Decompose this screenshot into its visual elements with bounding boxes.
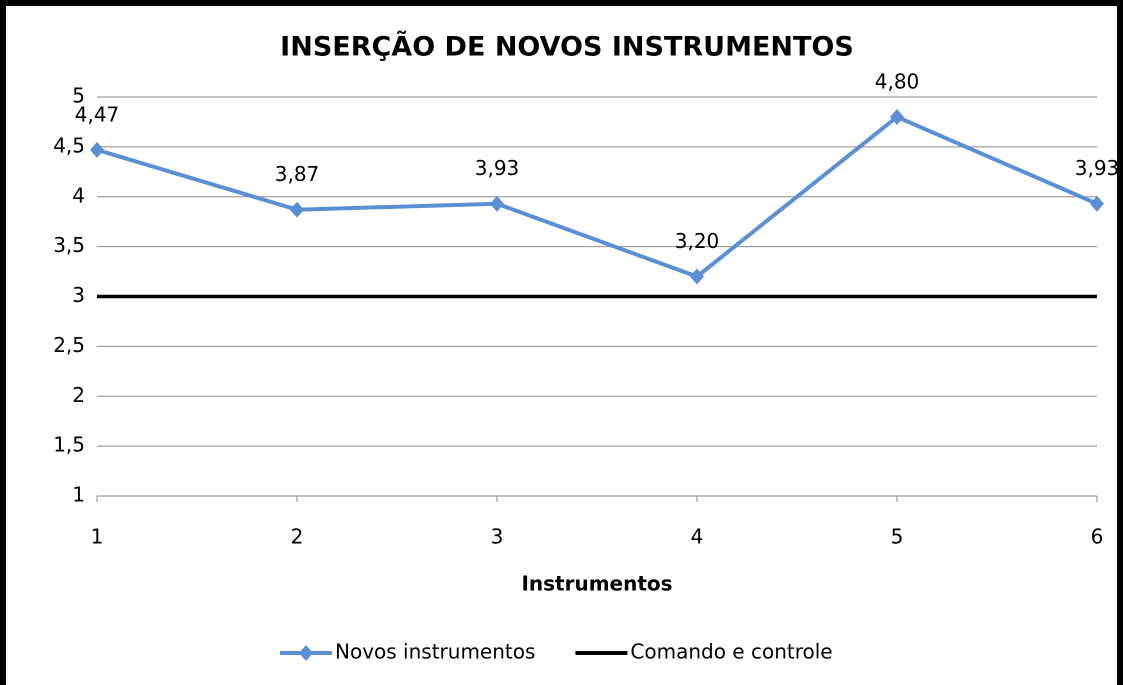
y-tick-label: 3 (72, 283, 85, 307)
chart-title: INSERÇÃO DE NOVOS INSTRUMENTOS (280, 31, 854, 63)
data-label: 3,87 (275, 162, 320, 186)
y-tick-label: 4 (72, 183, 85, 207)
x-tick-label: 4 (691, 525, 704, 549)
marker (690, 268, 704, 285)
y-tick-label: 3,5 (53, 233, 85, 257)
series-line (96, 114, 1098, 279)
y-tick-label: 2 (72, 383, 85, 407)
marker (490, 195, 504, 212)
y-tick-label: 5 (72, 84, 85, 108)
legend-label: Comando e controle (630, 640, 832, 664)
data-label: 3,93 (1075, 156, 1120, 180)
marker (290, 201, 304, 218)
marker (890, 108, 904, 125)
x-tick-label: 2 (291, 525, 304, 549)
marker (90, 141, 104, 158)
y-tick-label: 1 (72, 483, 85, 507)
x-tick-label: 3 (491, 525, 504, 549)
legend-marker (299, 645, 313, 661)
x-tick-label: 1 (91, 525, 104, 549)
x-tick-label: 5 (891, 525, 904, 549)
x-axis-label: Instrumentos (521, 572, 672, 596)
y-tick-label: 1,5 (53, 433, 85, 457)
data-label: 4,80 (875, 69, 920, 93)
data-label: 4,47 (75, 102, 120, 126)
marker (1090, 195, 1104, 212)
y-tick-label: 4,5 (53, 133, 85, 157)
data-label: 3,20 (675, 229, 720, 253)
y-tick-label: 2,5 (53, 333, 85, 357)
data-label: 3,93 (475, 156, 520, 180)
x-tick-label: 6 (1091, 525, 1104, 549)
legend-label: Novos instrumentos (335, 640, 535, 664)
